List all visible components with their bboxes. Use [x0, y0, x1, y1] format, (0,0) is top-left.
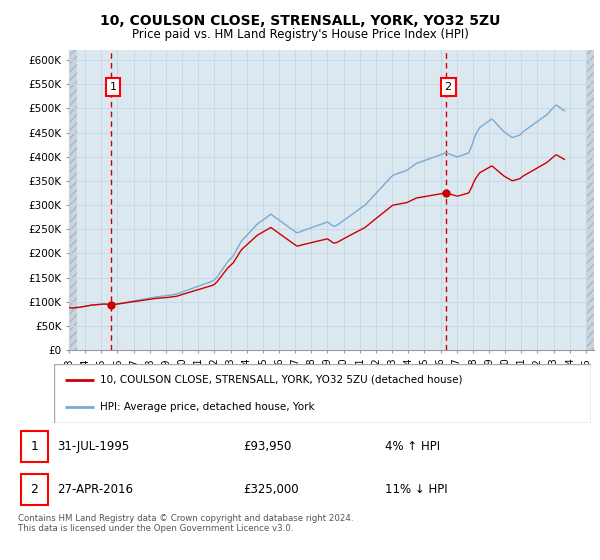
Text: HPI: Average price, detached house, York: HPI: Average price, detached house, York	[100, 402, 314, 412]
Text: 31-JUL-1995: 31-JUL-1995	[58, 440, 130, 453]
Text: 10, COULSON CLOSE, STRENSALL, YORK, YO32 5ZU (detached house): 10, COULSON CLOSE, STRENSALL, YORK, YO32…	[100, 375, 462, 385]
Bar	[586, 50, 594, 350]
Text: Contains HM Land Registry data © Crown copyright and database right 2024.
This d: Contains HM Land Registry data © Crown c…	[18, 514, 353, 534]
Text: 2: 2	[445, 82, 452, 92]
FancyBboxPatch shape	[21, 431, 48, 461]
Text: 10, COULSON CLOSE, STRENSALL, YORK, YO32 5ZU: 10, COULSON CLOSE, STRENSALL, YORK, YO32…	[100, 14, 500, 28]
Text: 11% ↓ HPI: 11% ↓ HPI	[385, 483, 447, 496]
Text: 4% ↑ HPI: 4% ↑ HPI	[385, 440, 440, 453]
Text: £325,000: £325,000	[244, 483, 299, 496]
Text: 1: 1	[110, 82, 116, 92]
Bar	[69, 50, 77, 350]
Text: 27-APR-2016: 27-APR-2016	[58, 483, 133, 496]
Text: 1: 1	[31, 440, 38, 453]
Text: £93,950: £93,950	[244, 440, 292, 453]
Text: Price paid vs. HM Land Registry's House Price Index (HPI): Price paid vs. HM Land Registry's House …	[131, 28, 469, 41]
FancyBboxPatch shape	[21, 474, 48, 505]
FancyBboxPatch shape	[54, 364, 591, 423]
Text: 2: 2	[31, 483, 38, 496]
